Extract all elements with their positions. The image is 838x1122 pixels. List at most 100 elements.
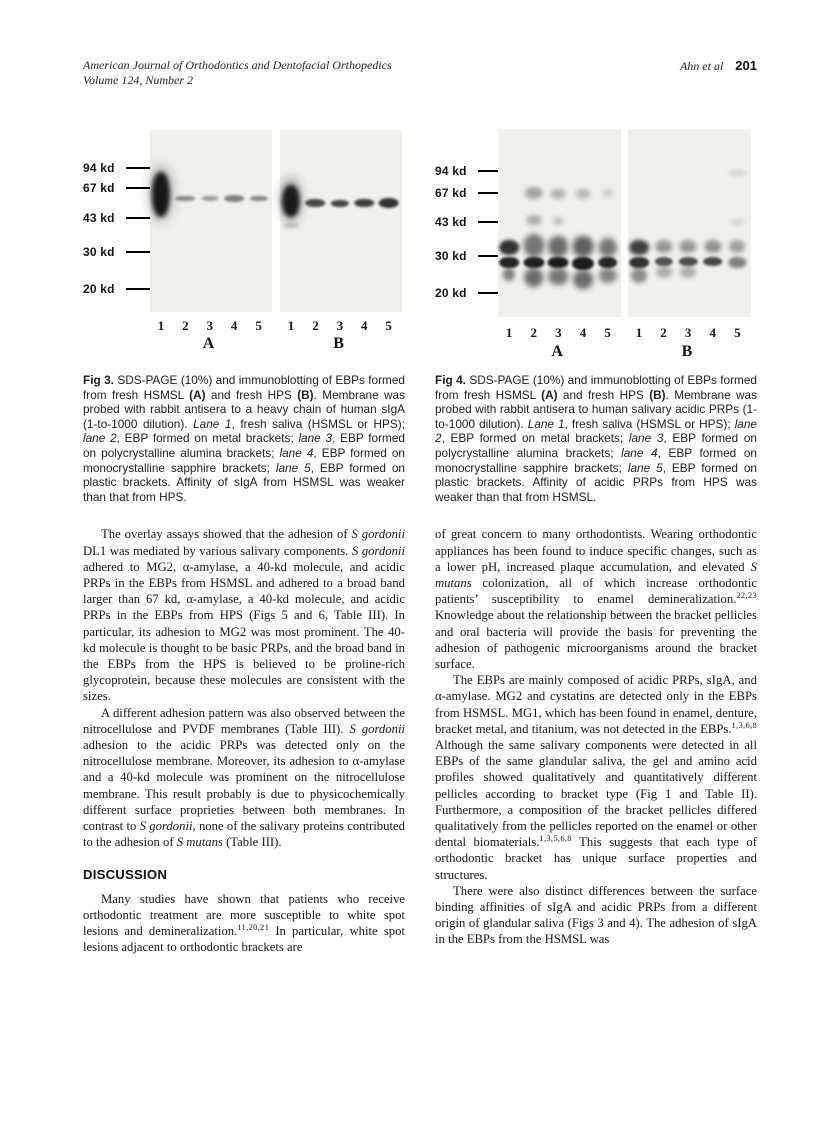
lane-number: 5	[604, 325, 611, 340]
marker-weight-label: 67 kd	[435, 186, 467, 200]
gel-band	[679, 239, 697, 254]
authors-name: Ahn et al	[679, 59, 724, 73]
gel-band	[503, 268, 516, 282]
gel-panel-b: 1 2 3 4 5 B	[627, 129, 751, 360]
marker-weight-label: 94 kd	[83, 161, 115, 175]
gel-band	[678, 256, 698, 267]
arrow-right-icon	[126, 250, 157, 254]
gel-band	[330, 200, 349, 208]
paragraph: of great concern to many orthodontists. …	[435, 527, 757, 671]
lane-number: 4	[361, 318, 368, 333]
gel-band	[305, 199, 326, 208]
marker-weight-label: 43 kd	[435, 215, 467, 229]
panel-label: B	[681, 343, 693, 360]
marker-weight-label: 20 kd	[435, 286, 467, 300]
gel-band	[281, 184, 301, 218]
lane-number: 1	[287, 318, 295, 333]
lane-number: 1	[505, 325, 513, 340]
gel-band	[597, 256, 618, 269]
figure-3: 94 kd 67 kd 43 kd 30 kd 20 kd 1 2 3 4 5 A 1 2 3 4 5 B Fi…	[83, 123, 405, 504]
paragraph: There were also distinct differences bet…	[435, 883, 757, 947]
lane-number: 5	[385, 318, 392, 333]
gel-panel-a: 1 2 3 4 5 A	[498, 129, 622, 360]
figure-3-gel-image: 94 kd 67 kd 43 kd 30 kd 20 kd 1 2 3 4 5 A 1 2 3 4 5 B	[83, 123, 405, 358]
gel-band	[283, 222, 299, 229]
gel-band	[552, 217, 564, 225]
molecular-weight-marker: 67 kd	[83, 181, 157, 195]
gel-band	[354, 199, 375, 208]
body-text: The overlay assays showed that the adhes…	[83, 526, 757, 955]
gel-band	[151, 171, 171, 218]
gel-band	[598, 268, 617, 284]
page-header: American Journal of Orthodontics and Den…	[83, 58, 757, 88]
molecular-weight-marker: 30 kd	[83, 245, 157, 259]
molecular-weight-marker: 20 kd	[435, 286, 509, 300]
gel-band	[249, 195, 268, 202]
marker-weight-label: 94 kd	[435, 164, 467, 178]
figure-4: 94 kd 67 kd 43 kd 30 kd 20 kd 1 2 3 4 5 A 1 2 3 4 5 B Fi…	[435, 123, 757, 504]
journal-title: American Journal of Orthodontics and Den…	[83, 58, 392, 72]
arrow-right-icon	[478, 220, 509, 224]
gel-band	[630, 268, 647, 284]
lane-number: 1	[635, 325, 643, 340]
gel-band	[573, 270, 593, 289]
gel-band	[523, 234, 545, 257]
figures-row: 94 kd 67 kd 43 kd 30 kd 20 kd 1 2 3 4 5 A 1 2 3 4 5 B Fi…	[83, 123, 757, 504]
gel-band	[547, 256, 569, 269]
molecular-weight-marker: 94 kd	[435, 164, 509, 178]
left-column: The overlay assays showed that the adhes…	[83, 526, 405, 955]
journal-volume: Volume 124, Number 2	[83, 73, 193, 87]
paragraph: The EBPs are mainly composed of acidic P…	[435, 673, 757, 882]
lane-number: 3	[555, 325, 562, 340]
gel-band	[598, 238, 617, 257]
lane-number: 3	[684, 325, 692, 340]
gel-band	[704, 239, 722, 254]
molecular-weight-marker: 20 kd	[83, 282, 157, 296]
paragraph: A different adhesion pattern was also ob…	[83, 705, 405, 850]
figure-caption: Fig 4. SDS-PAGE (10%) and immunoblotting…	[435, 373, 758, 504]
lane-number: 3	[206, 318, 214, 333]
gel-band	[175, 195, 196, 202]
gel-band	[601, 189, 614, 197]
gel-band	[680, 266, 697, 278]
gel-band	[654, 256, 673, 267]
gel-band	[654, 239, 673, 254]
gel-band	[629, 256, 649, 269]
gel-band	[523, 256, 545, 269]
arrow-right-icon	[478, 291, 509, 295]
paragraph: The overlay assays showed that the adhes…	[83, 527, 405, 704]
journal-identification: American Journal of Orthodontics and Den…	[83, 58, 392, 88]
gel-band	[575, 189, 591, 199]
arrow-right-icon	[126, 166, 157, 170]
marker-weight-label: 20 kd	[83, 282, 115, 296]
gel-band	[728, 170, 746, 176]
gel-band	[378, 198, 400, 209]
lane-number: 3	[336, 318, 344, 333]
gel-band	[201, 195, 219, 201]
molecular-weight-marker: 67 kd	[435, 186, 509, 200]
gel-band	[525, 215, 542, 225]
arrow-right-icon	[478, 254, 509, 258]
arrow-right-icon	[478, 169, 509, 173]
lane-number: 2	[182, 318, 189, 333]
right-column: of great concern to many orthodontists. …	[435, 526, 757, 955]
section-heading-discussion: DISCUSSION	[83, 867, 168, 883]
gel-band	[499, 239, 520, 255]
figure-4-gel-image: 94 kd 67 kd 43 kd 30 kd 20 kd 1 2 3 4 5 A 1 2 3 4 5 B	[435, 123, 757, 360]
gel-band	[548, 236, 569, 257]
marker-weight-label: 30 kd	[83, 245, 115, 259]
gel-band	[551, 189, 566, 199]
gel-band	[655, 266, 672, 278]
gel-band	[629, 239, 649, 255]
lane-number: 4	[709, 325, 716, 340]
molecular-weight-marker: 94 kd	[83, 161, 157, 175]
panel-label: A	[551, 343, 563, 360]
lane-number: 2	[530, 325, 538, 340]
panel-label: B	[333, 335, 344, 352]
lane-number: 2	[312, 318, 319, 333]
lane-number: 5	[734, 325, 741, 340]
panel-label: A	[202, 335, 215, 352]
lane-number: 4	[579, 325, 587, 340]
gel-band	[224, 195, 244, 202]
